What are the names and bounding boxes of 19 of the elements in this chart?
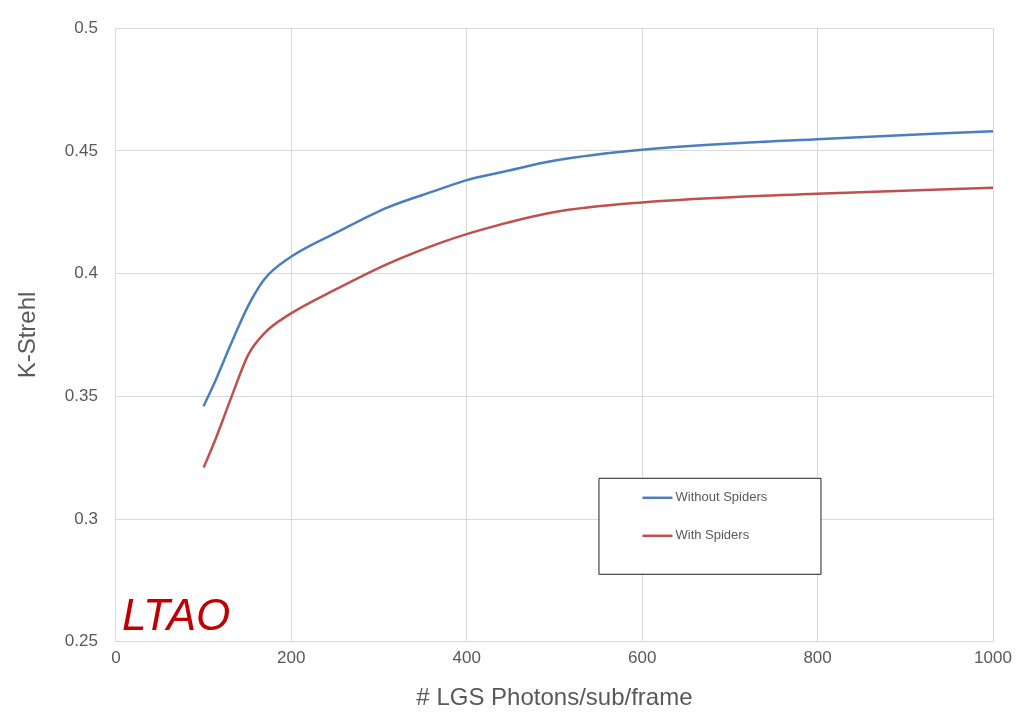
y-tick-label: 0.35 bbox=[64, 386, 98, 406]
x-tick-label: 200 bbox=[277, 647, 306, 667]
x-tick-label: 400 bbox=[452, 647, 481, 667]
x-tick-label: 1000 bbox=[974, 647, 1012, 667]
x-tick-label: 600 bbox=[627, 647, 657, 667]
y-tick-label: 0.5 bbox=[74, 17, 98, 37]
x-tick-label: 0 bbox=[111, 647, 121, 667]
y-tick-label: 0.3 bbox=[74, 508, 98, 528]
x-axis-title: # LGS Photons/sub/frame bbox=[416, 683, 693, 711]
legend-label: With Spiders bbox=[675, 527, 750, 543]
line-series bbox=[202, 186, 993, 469]
y-axis-title: K-Strehl bbox=[13, 291, 41, 379]
line-series bbox=[202, 130, 993, 408]
y-tick-label: 0.25 bbox=[64, 631, 98, 651]
x-tick-label: 800 bbox=[803, 647, 832, 667]
y-tick-label: 0.45 bbox=[64, 140, 98, 160]
legend-label: Without Spiders bbox=[675, 489, 768, 505]
annotation: LTAO bbox=[121, 589, 231, 639]
y-tick-label: 0.4 bbox=[74, 263, 98, 283]
